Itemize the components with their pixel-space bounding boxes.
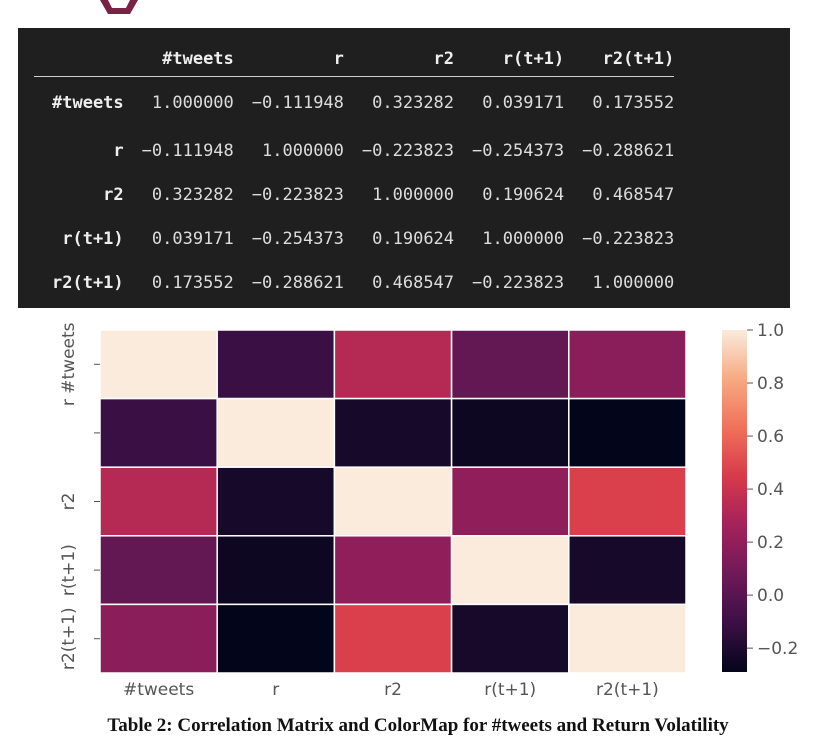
corner-cell	[34, 42, 124, 77]
column-header: #tweets	[123, 42, 234, 77]
heatmap-cell	[216, 603, 336, 674]
table-cell: 0.039171	[482, 93, 565, 113]
correlation-table-panel: #tweets r r2 r(t+1) r2(t+1) #tweets 1.00…	[18, 28, 790, 308]
table-cell: 1.000000	[262, 141, 344, 161]
table-row: r2(t+1) 0.173552 −0.288621 0.468547 −0.2…	[34, 261, 674, 305]
heatmap-cell	[333, 535, 453, 606]
figure-caption: Table 2: Correlation Matrix and ColorMap…	[107, 715, 729, 736]
colorbar-tick-label: 0.6	[757, 427, 784, 447]
heatmap-cell	[216, 535, 336, 606]
heatmap-cell	[99, 603, 218, 674]
heatmap-cell	[568, 466, 687, 537]
table-cell: 1.000000	[482, 229, 565, 249]
y-tick-label: r2	[59, 493, 79, 511]
table-cell: 0.323282	[151, 185, 234, 205]
colorbar-tick-label: 0.8	[757, 374, 784, 394]
heatmap-cell	[568, 329, 687, 400]
colorbar-tick-label: 0.2	[757, 533, 784, 553]
table-cell: −0.288621	[251, 273, 344, 293]
heatmap-cell	[99, 466, 218, 537]
table-row: r −0.111948 1.000000 −0.223823 −0.254373…	[34, 129, 674, 173]
table-cell: −0.254373	[472, 141, 565, 161]
x-tick-label: r	[272, 680, 279, 700]
heatmap-cell	[216, 329, 336, 400]
heatmap-cell	[99, 397, 218, 468]
table-cell: 0.468547	[372, 273, 455, 293]
table-cell: −0.111948	[251, 93, 344, 113]
logo-mark	[100, 0, 138, 14]
column-header: r(t+1)	[454, 42, 565, 77]
table-cell: 0.173552	[592, 93, 675, 113]
row-header: r(t+1)	[62, 229, 124, 249]
heatmap-cell	[333, 329, 453, 400]
y-tick-label: r(t+1)	[59, 544, 79, 596]
table-cell: 0.173552	[151, 273, 234, 293]
colorbar-tick-label: 1.0	[757, 321, 784, 341]
row-header: r2	[103, 185, 124, 205]
logo-icon	[100, 0, 138, 14]
table-cell: 0.323282	[372, 93, 455, 113]
table-cell: 0.190624	[482, 185, 565, 205]
table-cell: −0.223823	[251, 185, 344, 205]
table-cell: −0.223823	[472, 273, 565, 293]
heatmap-cell	[568, 603, 687, 674]
heatmap-cell	[99, 535, 218, 606]
table-row: #tweets 1.000000 −0.111948 0.323282 0.03…	[34, 77, 674, 130]
heatmap-cell	[333, 397, 453, 468]
x-tick-label: r(t+1)	[484, 680, 536, 700]
colorbar	[722, 330, 747, 672]
column-header: r2(t+1)	[564, 42, 675, 77]
x-tick-label: r2(t+1)	[596, 680, 659, 700]
table-cell: 0.039171	[151, 229, 234, 249]
row-header: r	[113, 141, 124, 161]
row-header: r2(t+1)	[52, 273, 124, 293]
colorbar-tick-label: −0.2	[757, 639, 798, 659]
heatmap-cell	[333, 466, 453, 537]
heatmap-cell	[450, 329, 570, 400]
heatmap-cell	[450, 603, 570, 674]
colorbar-tick-label: 0.0	[757, 586, 784, 606]
x-tick-label: #tweets	[123, 680, 194, 700]
table-header-row: #tweets r r2 r(t+1) r2(t+1)	[34, 42, 675, 77]
table-cell: −0.288621	[582, 141, 675, 161]
table-cell: 0.190624	[372, 229, 455, 249]
y-tick-label: r #tweets	[59, 322, 79, 406]
table-cell: 1.000000	[151, 93, 234, 113]
heatmap-cell	[568, 535, 687, 606]
heatmap-cell	[216, 466, 336, 537]
y-tick-label: r2(t+1)	[59, 607, 79, 670]
table-cell: −0.223823	[582, 229, 675, 249]
x-tick-label: r2	[384, 680, 402, 700]
heatmap-cell	[568, 397, 687, 468]
heatmap-cell	[450, 466, 570, 537]
heatmap-cell	[99, 329, 218, 400]
table-cell: 1.000000	[372, 185, 455, 205]
table-row: r2 0.323282 −0.223823 1.000000 0.190624 …	[34, 173, 674, 217]
row-header: #tweets	[52, 93, 124, 113]
table-cell: −0.111948	[141, 141, 234, 161]
heatmap-cell	[216, 397, 336, 468]
colorbar-tick-label: 0.4	[757, 480, 784, 500]
table-cell: −0.254373	[251, 229, 344, 249]
table-cell: 0.468547	[592, 185, 675, 205]
correlation-table: #tweets r r2 r(t+1) r2(t+1) #tweets 1.00…	[34, 42, 675, 305]
heatmap-cell	[333, 603, 453, 674]
column-header: r2	[343, 42, 455, 77]
correlation-heatmap: #tweets r r2 r(t+1) r2(t+1) r #tweets r2 r(t+1)…	[59, 321, 798, 700]
heatmap-cell	[450, 397, 570, 468]
table-row: r(t+1) 0.039171 −0.254373 0.190624 1.000…	[34, 217, 674, 261]
heatmap-cell	[450, 535, 570, 606]
column-header: r	[233, 42, 344, 77]
table-cell: −0.223823	[361, 141, 455, 161]
table-cell: 1.000000	[592, 273, 675, 293]
